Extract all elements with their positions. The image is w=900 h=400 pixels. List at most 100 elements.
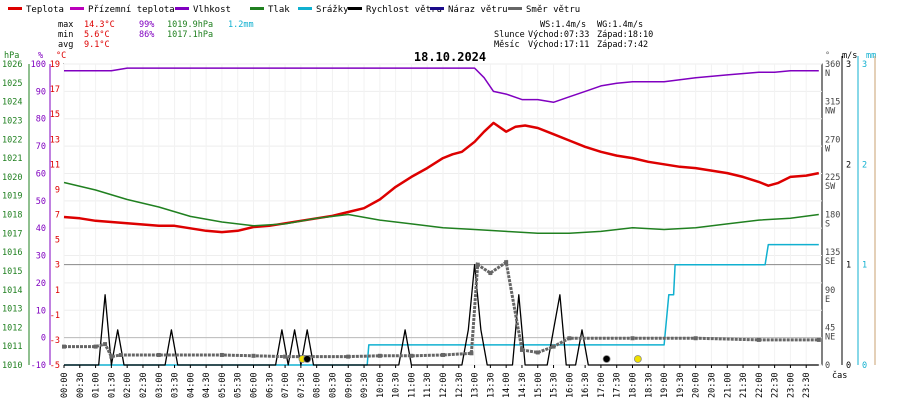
direction-point	[535, 350, 540, 355]
x-axis-label: čas	[832, 370, 847, 381]
x-tick-label: 20:30	[707, 372, 717, 398]
chart-title: 18.10.2024	[414, 50, 486, 64]
pressure-tick-label: 1010	[2, 361, 22, 371]
temperature-tick-label: 9	[55, 185, 60, 195]
series-line-1	[64, 67, 819, 104]
left-axes: 1010101110121013101410151016101710181019…	[2, 60, 60, 371]
pressure-tick-label: 1012	[2, 323, 22, 333]
pressure-tick-label: 1017	[2, 229, 22, 239]
direction-point	[93, 344, 98, 349]
stat-press-min: 1017.1hPa	[167, 30, 213, 40]
stat-temp-avg: 9.1°C	[84, 40, 110, 50]
x-tick-label: 18:00	[629, 372, 639, 398]
pressure-tick-label: 1020	[2, 173, 22, 183]
x-tick-label: 21:00	[723, 372, 733, 398]
humidity-tick-label: 50	[36, 197, 46, 207]
temperature-tick-label: -5	[50, 361, 60, 371]
x-tick-label: 00:00	[60, 372, 70, 398]
direction-tick-label: 0	[825, 361, 830, 371]
pressure-tick-label: 1019	[2, 192, 22, 202]
pressure-tick-label: 1014	[2, 286, 22, 296]
humidity-tick-label: 40	[36, 224, 46, 234]
x-tick-label: 13:30	[486, 372, 496, 398]
direction-compass-label: N	[825, 69, 830, 79]
x-tick-label: 01:00	[92, 372, 102, 398]
humidity-tick-label: 100	[31, 60, 46, 70]
stat-max-label: max	[58, 20, 73, 30]
legend-label-4: Srážky	[316, 5, 349, 15]
temperature-tick-label: 19	[50, 60, 60, 70]
rain-tick-label: 1	[862, 261, 867, 271]
direction-tick-label: 270	[825, 135, 840, 145]
stat-moon-set: Západ:7:42	[597, 40, 648, 50]
pressure-tick-label: 1023	[2, 116, 22, 126]
x-tick-label: 16:30	[581, 372, 591, 398]
rain-tick-label: 0	[862, 361, 867, 371]
humidity-tick-label: 60	[36, 169, 46, 179]
x-tick-label: 17:30	[613, 372, 623, 398]
legend-swatch-7	[508, 7, 522, 10]
direction-compass-label: SE	[825, 257, 835, 267]
legend-label-0: Teplota	[26, 5, 64, 15]
x-tick-label: 15:30	[550, 372, 560, 398]
series-line-0	[63, 121, 820, 234]
legend-label-1: Přízemní teplota	[88, 5, 175, 15]
x-tick-label: 08:30	[328, 372, 338, 398]
direction-point	[409, 353, 414, 358]
temperature-tick-label: 15	[50, 110, 60, 120]
pressure-tick-label: 1021	[2, 154, 22, 164]
temperature-tick-label: 5	[55, 236, 60, 246]
legend-swatch-0	[8, 7, 22, 10]
temperature-tick-label: -3	[50, 336, 60, 346]
x-tick-label: 22:30	[771, 372, 781, 398]
x-tick-label: 04:00	[186, 372, 196, 398]
pressure-tick-label: 1022	[2, 135, 22, 145]
stat-moon-rise: Východ:17:11	[528, 40, 589, 50]
humidity-tick-label: 30	[36, 252, 46, 262]
x-tick-label: 15:00	[534, 372, 544, 398]
stat-temp-max: 14.3°C	[84, 20, 115, 30]
wind-tick-label: 2	[846, 160, 851, 170]
direction-point	[488, 271, 493, 276]
legend-label-3: Tlak	[268, 5, 290, 15]
x-tick-label: 06:00	[250, 372, 260, 398]
stat-sun-label: Slunce	[494, 30, 525, 40]
x-tick-label: 17:00	[597, 372, 607, 398]
pressure-tick-label: 1024	[2, 98, 22, 108]
direction-point	[109, 354, 114, 359]
direction-tick-label: 225	[825, 173, 840, 183]
marker-layer	[298, 355, 642, 363]
x-tick-label: 14:30	[518, 372, 528, 398]
pressure-tick-label: 1013	[2, 305, 22, 315]
legend-swatch-4	[298, 7, 312, 10]
x-tick-label: 10:00	[376, 372, 386, 398]
x-tick-label: 12:30	[455, 372, 465, 398]
stat-hum-max: 99%	[139, 20, 154, 30]
stat-press-max: 1019.9hPa	[167, 20, 213, 30]
x-tick-label: 09:00	[344, 372, 354, 398]
x-tick-label: 20:00	[692, 372, 702, 398]
humidity-tick-label: 20	[36, 279, 46, 289]
temperature-tick-label: -1	[50, 311, 60, 321]
direction-compass-label: NW	[825, 107, 836, 117]
stat-sun-set: Západ:18:10	[597, 30, 653, 40]
stat-ws: WS:1.4m/s	[540, 20, 586, 30]
x-tick-label: 02:00	[123, 372, 133, 398]
wind-axis-unit: m/s	[842, 51, 857, 61]
stat-avg-label: avg	[58, 40, 73, 50]
direction-point	[441, 352, 445, 357]
legend: Teplota Přízemní teplota Vlhkost Tlak Srážky…	[8, 5, 580, 15]
x-tick-label: 13:00	[471, 372, 481, 398]
direction-compass-label: W	[825, 144, 831, 154]
direction-tick-label: 135	[825, 248, 840, 258]
direction-axis-unit: °	[825, 51, 830, 61]
x-tick-label: 03:00	[155, 372, 165, 398]
humidity-axis-unit: %	[38, 51, 43, 61]
x-tick-label: 06:30	[265, 372, 275, 398]
x-tick-label: 18:30	[644, 372, 654, 398]
x-tick-label: 11:30	[423, 372, 433, 398]
stat-moon-label: Měsíc	[494, 40, 520, 50]
direction-tick-label: 180	[825, 211, 840, 221]
